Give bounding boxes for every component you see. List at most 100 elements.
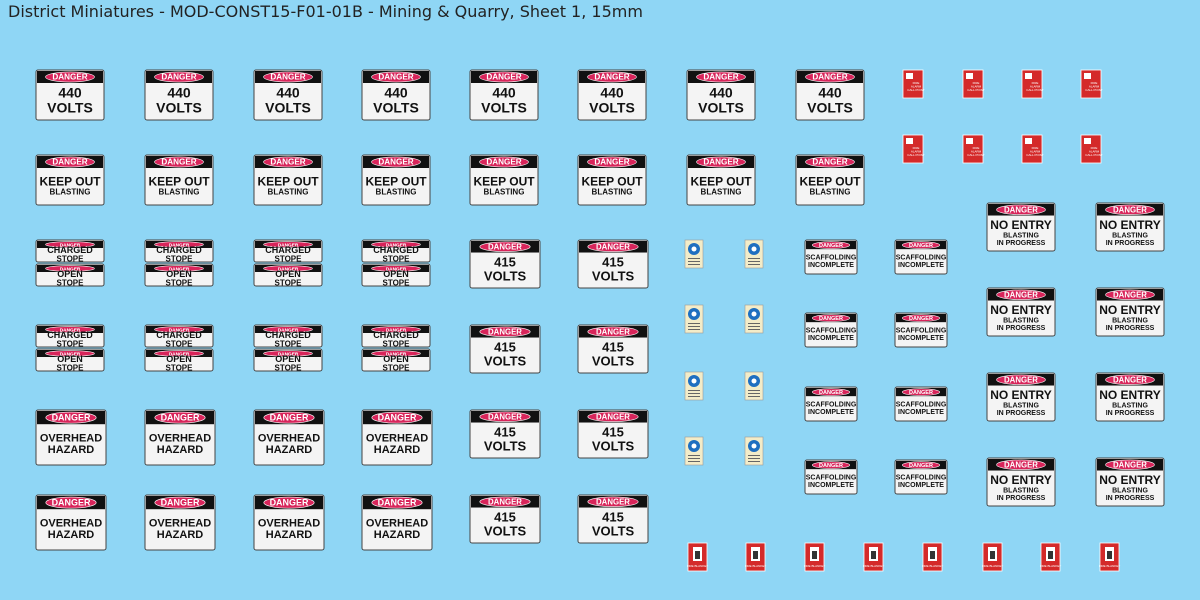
danger-label: DANGER <box>60 266 81 272</box>
sign-text: HAZARD <box>374 529 420 541</box>
sign-text: 440 <box>276 85 300 101</box>
sign-text: CHARGED <box>265 330 311 340</box>
sign-text: 415 <box>602 510 624 525</box>
danger-oval <box>371 71 421 83</box>
sign-text: 440 <box>492 85 516 101</box>
alarm-icon <box>1084 138 1091 144</box>
fire-blanket-sign: FIRE BLANKET <box>745 542 766 572</box>
sign-text: VOLTS <box>484 523 527 538</box>
danger-oval <box>154 265 204 272</box>
fire-blanket-sign: FIRE BLANKET <box>982 542 1003 572</box>
fine-print <box>748 326 760 327</box>
sign-text: VOLTS <box>592 438 635 453</box>
sign-text: IN PROGRESS <box>1106 325 1155 332</box>
fine-print <box>688 393 700 394</box>
sign-text: KEEP OUT <box>257 174 319 188</box>
danger-label: DANGER <box>278 242 299 248</box>
danger-label: DANGER <box>909 463 933 469</box>
sign-text: OVERHEAD <box>149 433 211 445</box>
sign-text: KEEP OUT <box>690 174 752 188</box>
sign-text: NO ENTRY <box>1099 388 1161 402</box>
mandatory-sign <box>744 371 764 401</box>
sign-text: FIRE <box>913 146 920 150</box>
sign-text: CALL POINT <box>1026 88 1044 92</box>
sign-text: KEEP OUT <box>148 174 210 188</box>
sign-text: SCAFFOLDING <box>896 474 947 481</box>
sign-text: CALL POINT <box>967 153 985 157</box>
danger-label: DANGER <box>386 327 407 333</box>
sign-text: NO ENTRY <box>990 388 1052 402</box>
danger-oval <box>45 156 95 168</box>
danger-label: DANGER <box>169 242 190 248</box>
fire-blanket-sign: FIRE BLANKET <box>863 542 885 572</box>
danger-label: DANGER <box>270 73 305 82</box>
blanket-pouch <box>930 551 935 559</box>
danger-oval <box>996 289 1046 300</box>
sign-text: HAZARD <box>157 529 203 541</box>
danger-oval <box>805 71 855 83</box>
sign-text: INCOMPLETE <box>808 482 854 489</box>
alarm-icon <box>1084 73 1091 79</box>
danger-oval <box>811 314 851 322</box>
danger-label: DANGER <box>169 266 190 272</box>
sign-text: CALL POINT <box>1085 153 1103 157</box>
danger-label: DANGER <box>60 242 81 248</box>
mandatory-symbol <box>691 311 697 317</box>
sign-text: OVERHEAD <box>366 518 428 530</box>
sign-text: IN PROGRESS <box>997 325 1046 332</box>
fine-print <box>748 396 760 397</box>
sign-text: SCAFFOLDING <box>896 254 947 261</box>
danger-label: DANGER <box>1113 205 1147 214</box>
sign-text: CHARGED <box>373 330 419 340</box>
danger-oval <box>154 241 204 248</box>
sign-text: STOPE <box>275 364 303 373</box>
sign-text: INCOMPLETE <box>898 262 944 269</box>
sign-text: FIRE BLANKET <box>1040 564 1062 568</box>
sign-text: STOPE <box>383 340 411 349</box>
danger-label: DANGER <box>60 327 81 333</box>
sign-text: CHARGED <box>373 245 419 255</box>
sign-text: 440 <box>384 85 408 101</box>
mandatory-sign <box>744 239 764 269</box>
sign-text: VOLTS <box>47 99 93 115</box>
danger-oval <box>154 411 206 424</box>
danger-oval <box>154 326 204 333</box>
blanket-pouch <box>695 551 700 559</box>
danger-label: DANGER <box>812 73 847 82</box>
danger-oval <box>45 241 95 248</box>
fine-print <box>748 264 760 265</box>
danger-oval <box>811 461 851 469</box>
danger-oval <box>371 156 421 168</box>
danger-label: DANGER <box>488 412 522 421</box>
sign-text: VOLTS <box>592 268 635 283</box>
sign-text: BLASTING <box>592 188 633 197</box>
fine-print <box>688 390 700 391</box>
fine-print <box>748 455 760 456</box>
danger-oval <box>811 241 851 249</box>
danger-label: DANGER <box>378 412 417 422</box>
danger-label: DANGER <box>594 158 629 167</box>
sign-text: OPEN <box>383 269 409 279</box>
danger-label: DANGER <box>486 158 521 167</box>
sign-text: FIRE <box>973 146 980 150</box>
danger-label: DANGER <box>596 242 630 251</box>
sign-text: FIRE BLANKET <box>863 564 885 568</box>
